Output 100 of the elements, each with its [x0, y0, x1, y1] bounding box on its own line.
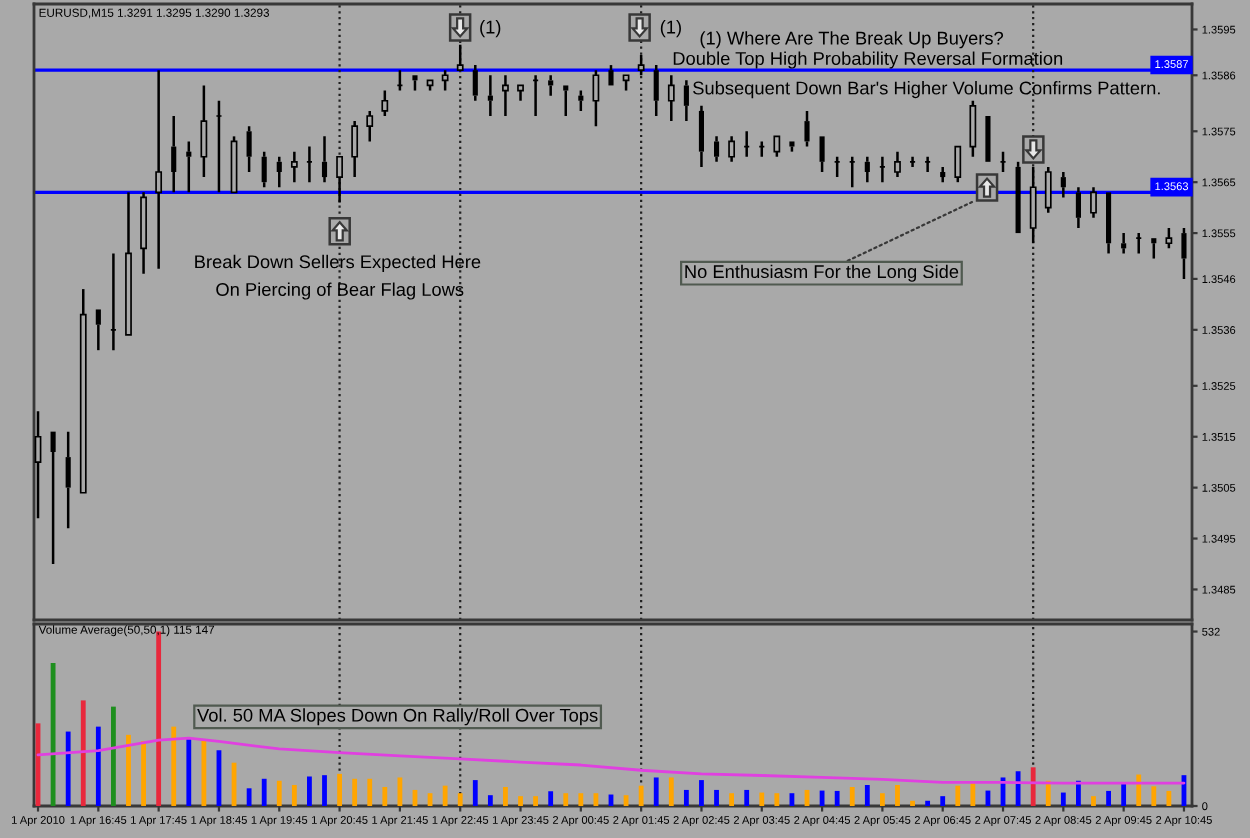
bar	[367, 778, 373, 806]
bar	[307, 776, 312, 806]
bar	[472, 780, 478, 806]
bar	[1076, 780, 1081, 806]
bar	[1091, 796, 1096, 806]
candlestick	[698, 104, 705, 169]
bar	[1151, 786, 1157, 806]
candlestick	[95, 309, 101, 352]
candlestick	[1060, 170, 1066, 199]
candlestick	[653, 63, 659, 118]
bar	[442, 785, 448, 806]
candlestick	[351, 119, 359, 179]
bar	[699, 780, 704, 806]
bar	[548, 791, 554, 806]
candlestick	[1181, 226, 1187, 281]
bar	[683, 789, 689, 806]
bar	[578, 793, 584, 806]
candlestick	[140, 191, 147, 276]
annotation: (1)	[480, 20, 501, 38]
bar	[322, 775, 327, 806]
bar	[1106, 790, 1111, 806]
bar	[50, 663, 56, 806]
candlestick	[290, 150, 298, 184]
bar	[714, 789, 719, 806]
candlestick	[667, 74, 675, 123]
candlestick	[487, 74, 493, 118]
annotation: Vol. 50 MA Slopes Down On Rally/Roll Over Tops	[197, 708, 598, 726]
bar	[80, 700, 86, 806]
candlestick	[563, 85, 569, 118]
bar	[141, 741, 146, 806]
bar	[653, 777, 659, 806]
candlestick	[155, 68, 163, 270]
candlestick	[125, 191, 132, 336]
bar	[970, 783, 976, 806]
candlestick	[276, 155, 282, 189]
annotation: Double Top High Probability Reversal Formation	[673, 51, 1063, 69]
bar	[111, 706, 116, 806]
bar	[910, 800, 915, 806]
candlestick	[548, 74, 554, 97]
bar	[352, 778, 358, 806]
bar	[744, 789, 750, 806]
candlestick	[728, 135, 736, 164]
bar	[1060, 792, 1066, 806]
bar	[955, 785, 961, 806]
candlestick	[472, 63, 478, 102]
bar	[337, 773, 342, 806]
bar	[1136, 774, 1142, 806]
bar	[487, 795, 493, 806]
bar	[518, 796, 523, 806]
bar	[638, 785, 644, 806]
candlestick	[366, 109, 374, 143]
candlestick	[336, 155, 343, 204]
annotation: Subsequent Down Bar's Higher Volume Confirms Pattern.	[693, 81, 1160, 99]
candlestick	[200, 84, 208, 179]
bar	[774, 793, 780, 806]
candlestick	[592, 68, 600, 128]
candlestick	[1090, 186, 1097, 220]
bar	[1030, 767, 1036, 806]
bar	[925, 800, 931, 806]
bar	[291, 785, 297, 806]
annotation: Break Down Sellers Expected Here	[195, 254, 481, 272]
bar	[186, 739, 192, 806]
annotation: (1)	[660, 20, 681, 38]
bar	[563, 793, 569, 806]
candlestick	[713, 135, 720, 164]
bar	[126, 734, 131, 806]
bar	[1166, 790, 1172, 806]
candlestick	[894, 150, 901, 179]
candlestick	[246, 124, 252, 174]
annotation: No Enthusiasm For the Long Side	[685, 264, 959, 282]
bar	[65, 731, 71, 806]
candlestick	[65, 430, 71, 530]
bar	[397, 777, 403, 806]
candlestick	[321, 135, 328, 184]
candlestick	[1075, 186, 1081, 230]
bar	[834, 790, 840, 806]
bar	[879, 793, 885, 806]
bar	[95, 726, 101, 806]
bar	[533, 796, 539, 806]
candlestick	[502, 74, 509, 118]
candlestick	[171, 114, 177, 194]
bar	[1015, 771, 1021, 806]
bar	[246, 788, 252, 806]
bar	[668, 777, 674, 806]
bar	[457, 793, 463, 806]
annotation: On Piercing of Bear Flag Lows	[216, 282, 464, 300]
candlestick	[1121, 231, 1127, 255]
bar	[864, 785, 870, 806]
bar	[759, 792, 765, 806]
annotation: (1) Where Are The Break Up Buyers?	[700, 31, 1004, 49]
candlestick	[683, 79, 689, 123]
bar	[1121, 782, 1127, 806]
bar	[940, 796, 946, 806]
bar	[171, 726, 177, 806]
candlestick	[50, 431, 56, 566]
bar	[895, 785, 900, 806]
candlestick	[517, 84, 524, 102]
bar	[849, 786, 855, 806]
bar	[503, 786, 508, 806]
candlestick	[1106, 192, 1112, 255]
